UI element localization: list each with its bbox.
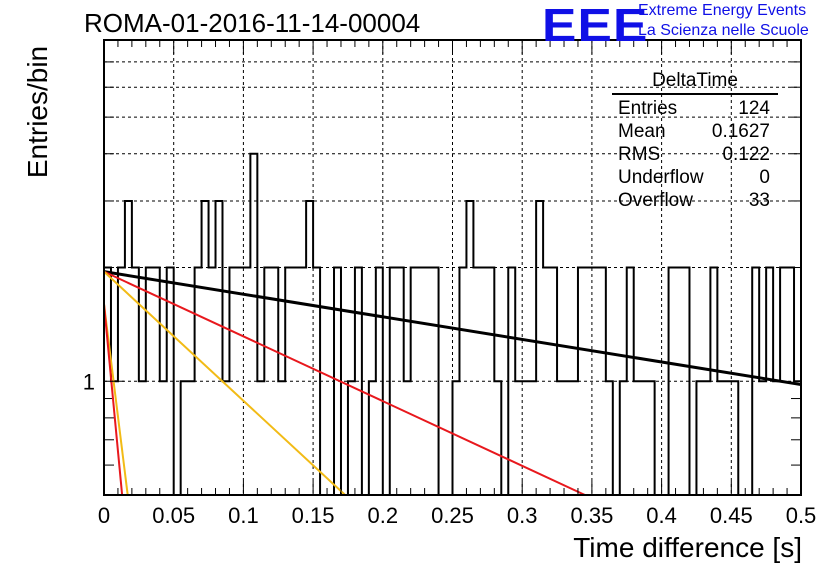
fit-line	[103, 270, 586, 496]
x-tick-label: 0.15	[292, 503, 335, 528]
x-tick-label: 0.5	[786, 503, 817, 528]
stats-value: 0.122	[722, 144, 770, 165]
stats-box: DeltaTime Entries 124 Mean 0.1627 RMS 0.122…	[612, 70, 778, 212]
stats-label: Overflow	[618, 190, 693, 211]
x-tick-label: 0.25	[431, 503, 474, 528]
stats-value: 0	[759, 167, 770, 188]
fit-line	[103, 304, 124, 496]
fit-line	[103, 270, 346, 496]
y-tick-label: 1	[83, 369, 95, 394]
logo-subtitle-line2: La Scienza nelle Scuole	[638, 22, 809, 39]
fit-line	[103, 270, 802, 387]
stats-row-underflow: Underflow 0	[612, 166, 778, 189]
stats-value: 124	[738, 98, 770, 119]
stats-label: Entries	[618, 98, 678, 119]
stats-label: RMS	[618, 144, 661, 165]
stats-title: DeltaTime	[612, 70, 778, 95]
x-tick-label: 0	[98, 503, 110, 528]
stats-label: Underflow	[618, 167, 704, 188]
stats-row-mean: Mean 0.1627	[612, 120, 778, 143]
stats-row-rms: RMS 0.122	[612, 143, 778, 166]
logo-subtitle-line1: Extreme Energy Events	[638, 2, 807, 19]
x-tick-label: 0.35	[570, 503, 613, 528]
chart-title: ROMA-01-2016-11-14-00004	[84, 8, 421, 38]
y-axis-label: Entries/bin	[22, 45, 53, 179]
stats-row-overflow: Overflow 33	[612, 189, 778, 212]
x-axis-label: Time difference [s]	[573, 532, 802, 563]
x-tick-label: 0.45	[710, 503, 753, 528]
stats-label: Mean	[618, 121, 666, 142]
x-tick-label: 0.3	[507, 503, 538, 528]
x-tick-label: 0.05	[152, 503, 195, 528]
histogram-outline	[103, 152, 802, 496]
x-tick-label: 0.1	[228, 503, 259, 528]
stats-value: 0.1627	[711, 121, 770, 142]
eee-logo: EEE	[542, 0, 649, 51]
x-tick-label: 0.4	[646, 503, 677, 528]
stats-value: 33	[748, 190, 770, 211]
stats-row-entries: Entries 124	[612, 97, 778, 120]
x-tick-label: 0.2	[368, 503, 399, 528]
